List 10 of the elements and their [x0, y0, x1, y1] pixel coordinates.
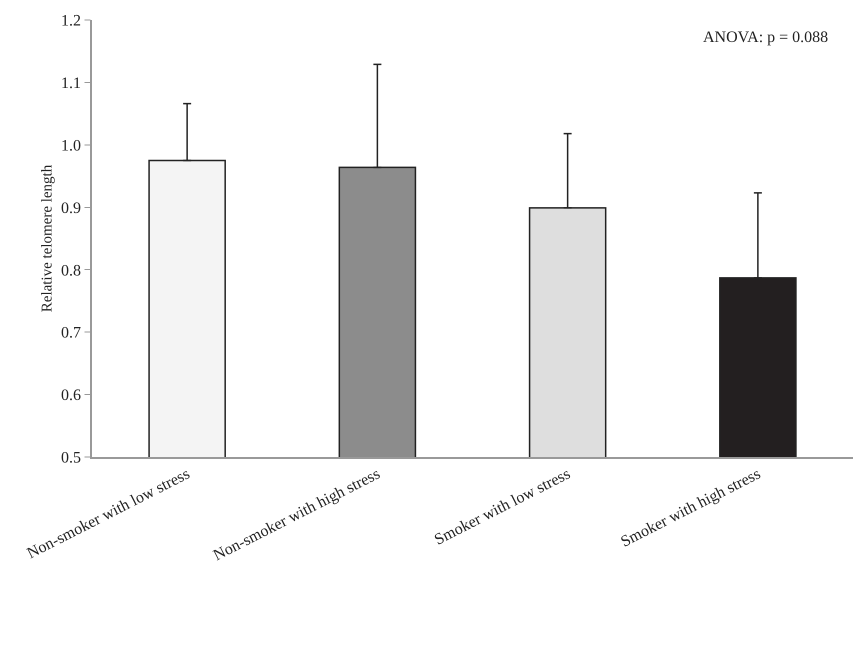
y-tick-label: 0.9 — [61, 200, 82, 217]
y-tick-label: 1.2 — [61, 12, 82, 30]
y-tick-label: 0.5 — [61, 450, 82, 467]
y-axis-title: Relative telomere length — [40, 164, 56, 312]
y-tick-label: 1.0 — [61, 137, 82, 154]
y-tick-label: 0.6 — [61, 387, 82, 404]
annotation: ANOVA: p = 0.088 — [703, 29, 828, 46]
y-tick-label: 0.8 — [61, 262, 82, 280]
y-tick-label: 0.7 — [61, 324, 82, 342]
y-tick-label: 1.1 — [61, 75, 82, 92]
